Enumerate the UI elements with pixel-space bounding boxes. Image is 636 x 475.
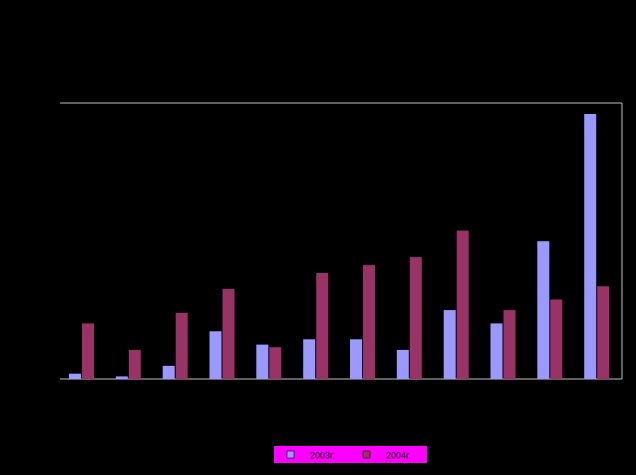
bar-2004-10 — [503, 310, 516, 379]
bar-2004-6 — [316, 273, 329, 379]
bar-2003-12 — [584, 114, 597, 379]
bar-2003-10 — [490, 323, 503, 379]
bar-2004-2 — [128, 349, 141, 379]
bar-2003-7 — [350, 339, 362, 380]
bar-2004-7 — [363, 265, 375, 380]
legend: 2003г. 2004г. — [274, 446, 427, 463]
bar-2004-1 — [82, 323, 94, 379]
bar-2003-9 — [443, 310, 456, 379]
bar-2003-11 — [537, 241, 550, 379]
bar-2004-5 — [269, 347, 282, 379]
bar-2003-3 — [162, 365, 175, 380]
bar-2003-4 — [209, 331, 222, 379]
bar-2004-4 — [222, 288, 235, 379]
legend-box — [274, 446, 427, 463]
bars-group — [69, 114, 610, 380]
legend-swatch-2004 — [362, 450, 371, 459]
bar-2003-8 — [396, 349, 409, 379]
legend-label-2004: 2004г. — [386, 451, 411, 461]
bar-2004-9 — [456, 230, 469, 379]
bar-2004-8 — [409, 257, 422, 379]
plot-area — [60, 103, 622, 379]
bar-2003-6 — [303, 339, 316, 380]
bar-2003-1 — [69, 373, 81, 379]
legend-swatch-2003 — [286, 450, 295, 459]
legend-label-2003: 2003г. — [310, 451, 335, 461]
bar-2004-12 — [597, 286, 610, 380]
bar-2003-5 — [256, 344, 269, 379]
bar-2004-11 — [550, 299, 563, 379]
bar-2004-3 — [175, 312, 188, 380]
bar-2003-2 — [115, 376, 128, 379]
